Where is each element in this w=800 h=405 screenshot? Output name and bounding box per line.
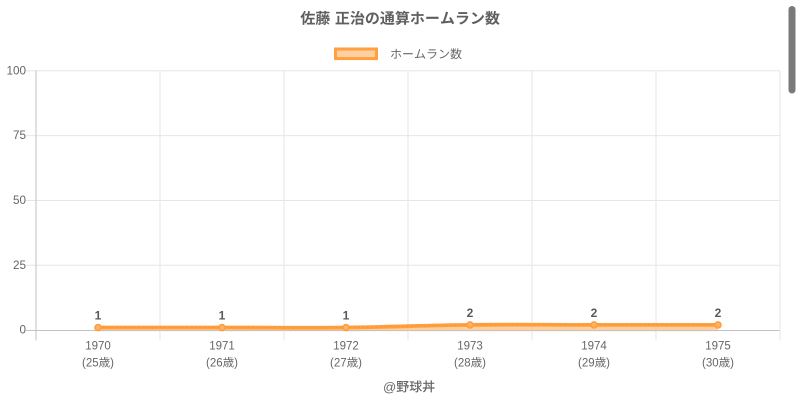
svg-text:1: 1 [343, 308, 350, 322]
svg-text:(29: (29 [578, 358, 595, 370]
svg-text:1: 1 [95, 308, 102, 322]
svg-text:1975: 1975 [705, 341, 731, 353]
svg-text:1972: 1972 [333, 341, 359, 353]
svg-text:): ) [358, 358, 362, 370]
svg-text:(28: (28 [454, 358, 471, 370]
svg-text:0: 0 [19, 324, 26, 337]
svg-text:25: 25 [13, 259, 27, 272]
svg-text:2: 2 [467, 306, 474, 320]
svg-text:): ) [110, 358, 114, 370]
svg-text:2: 2 [715, 306, 722, 320]
svg-text:): ) [730, 358, 734, 370]
svg-text:(25: (25 [82, 358, 99, 370]
svg-text:): ) [482, 358, 486, 370]
svg-text:(30: (30 [702, 358, 719, 370]
svg-text:1971: 1971 [209, 341, 235, 353]
svg-text:75: 75 [13, 129, 27, 142]
svg-text:): ) [234, 358, 238, 370]
svg-text:2: 2 [591, 306, 598, 320]
svg-text:100: 100 [6, 64, 26, 77]
svg-text:50: 50 [13, 194, 27, 207]
svg-text:1973: 1973 [457, 341, 483, 353]
svg-text:1974: 1974 [581, 341, 607, 353]
svg-text:(26: (26 [206, 358, 223, 370]
svg-text:1970: 1970 [85, 341, 111, 353]
svg-text:): ) [606, 358, 610, 370]
svg-text:@: @ [383, 379, 396, 394]
svg-text:1: 1 [219, 308, 226, 322]
svg-text:(27: (27 [330, 358, 347, 370]
